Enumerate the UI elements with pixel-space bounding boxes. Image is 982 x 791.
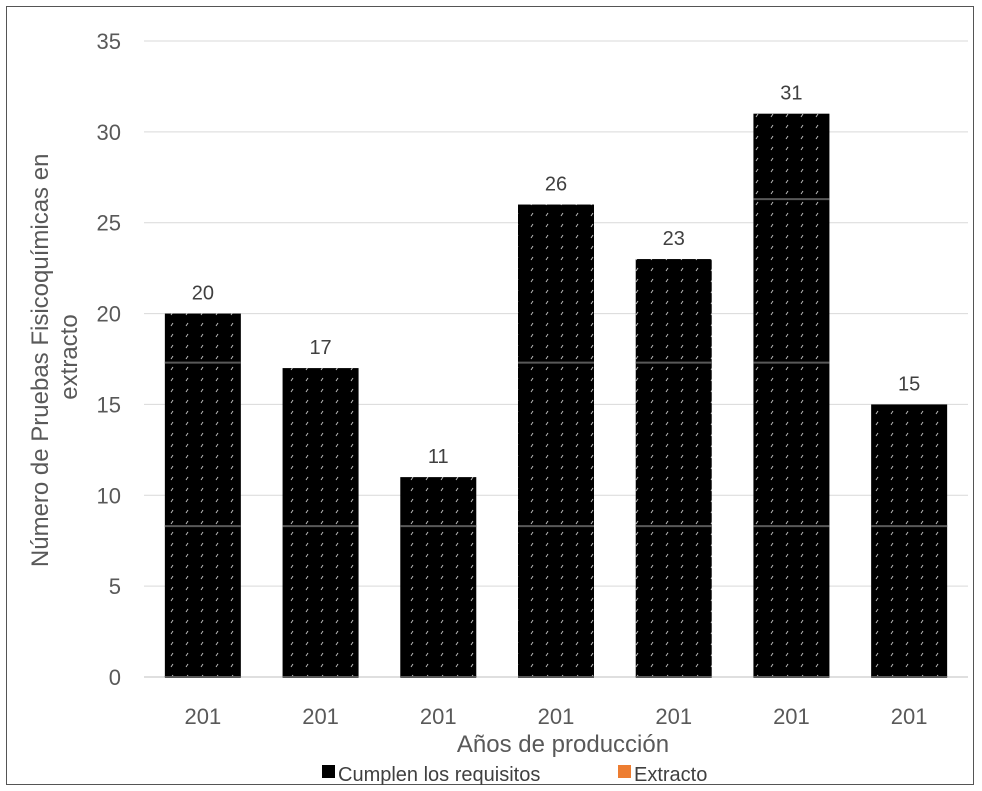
data-label-6: 15 [898,373,920,395]
y-tick-label: 15 [97,392,121,417]
legend-swatch-extracto [618,765,631,778]
data-label-2: 11 [428,446,449,468]
legend-label-extracto: Extracto [634,764,707,786]
bar-cumplen-3 [518,204,594,678]
bar-cumplen-2 [400,477,477,677]
x-tick-label-5: 201 [773,704,810,729]
y-axis-ticks: 0 5 10 15 20 25 30 35 [97,29,121,690]
x-axis-ticks: 201 201 201 201 201 201 201 [184,704,927,729]
y-tick-label: 25 [97,211,121,236]
legend-swatch-cumplen [322,765,335,778]
data-label-3: 26 [545,174,567,196]
x-tick-label-6: 201 [891,704,928,729]
x-tick-label-0: 201 [184,704,221,729]
bar-cumplen-5 [753,113,830,677]
y-axis-title-line-2: extracto [56,314,83,399]
y-axis-title: Número de Pruebas Fisicoquímicas en extr… [27,147,83,567]
y-tick-label: 5 [109,574,121,599]
legend-label-cumplen: Cumplen los requisitos [338,764,540,786]
y-tick-label: 10 [97,483,121,508]
y-tick-label: 0 [109,665,121,690]
y-tick-label: 20 [97,302,121,327]
x-tick-label-1: 201 [302,704,339,729]
legend: Cumplen los requisitos Extracto [322,764,707,786]
data-label-0: 20 [192,283,214,305]
y-tick-label: 35 [97,29,121,54]
y-axis-title-line-1: Número de Pruebas Fisicoquímicas en [27,154,54,568]
bars [164,113,948,678]
y-tick-label: 30 [97,120,121,145]
x-axis-title: Años de producción [457,731,669,758]
x-tick-label-3: 201 [538,704,575,729]
x-tick-label-2: 201 [420,704,457,729]
data-label-5: 31 [780,83,802,105]
bar-cumplen-1 [282,368,359,677]
data-label-1: 17 [309,337,331,359]
data-label-4: 23 [663,228,685,250]
bar-cumplen-4 [635,259,712,677]
bar-cumplen-0 [164,313,241,677]
data-labels: 20 17 11 26 23 31 15 [192,83,921,468]
x-tick-label-4: 201 [655,704,692,729]
bar-cumplen-6 [871,404,948,677]
